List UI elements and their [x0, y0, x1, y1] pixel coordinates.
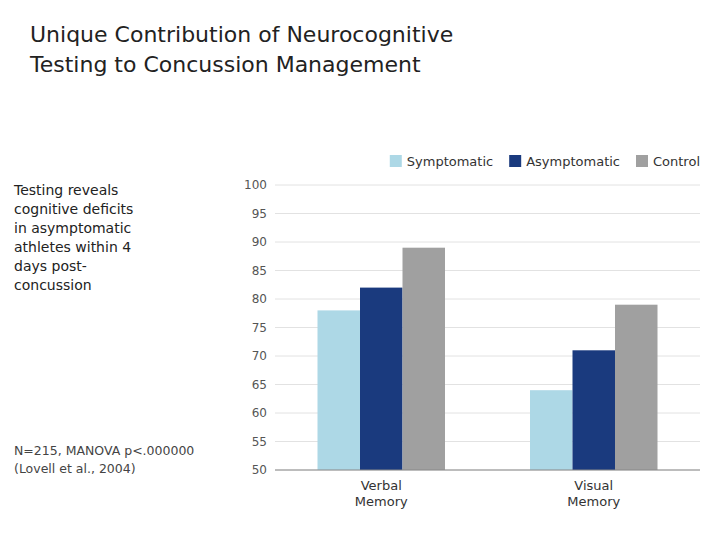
text-line: cognitive deficits: [14, 201, 133, 217]
text-line: concussion: [14, 277, 92, 293]
grid-line: [275, 213, 700, 214]
background: [0, 0, 720, 540]
text-line: Testing reveals: [13, 182, 118, 198]
bar: [573, 350, 616, 470]
y-tick-label: 70: [252, 349, 267, 363]
y-tick-label: 75: [252, 321, 267, 335]
bar: [530, 390, 573, 470]
chart-svg: Unique Contribution of Neurocognitive Tes…: [0, 0, 720, 540]
text-line: (Lovell et al., 2004): [14, 461, 136, 476]
text-line: Memory: [355, 494, 408, 509]
grid-line: [275, 242, 700, 243]
legend-swatch: [509, 155, 521, 167]
y-tick-label: 85: [252, 264, 267, 278]
bar: [615, 305, 658, 470]
legend-label: Symptomatic: [407, 154, 493, 169]
text-line: N=215, MANOVA p<.000000: [14, 443, 194, 458]
grid-line: [275, 470, 700, 471]
y-tick-label: 95: [252, 207, 267, 221]
text-line: Testing to Concussion Management: [29, 52, 421, 77]
text-line: Unique Contribution of Neurocognitive: [30, 22, 453, 47]
text-line: in asymptomatic: [14, 220, 131, 236]
x-axis-line: [275, 470, 700, 471]
bar: [318, 310, 361, 470]
text-line: athletes within 4: [14, 239, 131, 255]
x-tick-label: VisualMemory: [567, 478, 620, 509]
legend: Symptomatic Asymptomatic Control: [390, 154, 700, 169]
y-tick-label: 80: [252, 292, 267, 306]
y-tick-label: 55: [252, 435, 267, 449]
y-tick-label: 65: [252, 378, 267, 392]
grid-line: [275, 299, 700, 300]
text-line: Visual: [574, 478, 613, 493]
title: Unique Contribution of Neurocognitive Tes…: [29, 22, 453, 77]
grid-line: [275, 270, 700, 271]
text-line: Memory: [567, 494, 620, 509]
text-line: Verbal: [361, 478, 402, 493]
annotation: N=215, MANOVA p<.000000 (Lovell et al., 2…: [14, 443, 194, 476]
bars: [318, 248, 658, 470]
y-tick-label: 100: [244, 178, 267, 192]
bar: [403, 248, 446, 470]
bar: [360, 288, 403, 470]
y-tick-label: 60: [252, 406, 267, 420]
legend-swatch: [636, 155, 648, 167]
sidebar-text: Testing reveals cognitive deficits in asym…: [13, 182, 133, 293]
grid-line: [275, 185, 700, 186]
y-tick-label: 90: [252, 235, 267, 249]
text-line: days post-: [14, 258, 87, 274]
legend-label: Control: [653, 154, 700, 169]
legend-swatch: [390, 155, 402, 167]
legend-label: Asymptomatic: [526, 154, 620, 169]
x-tick-label: VerbalMemory: [355, 478, 408, 509]
y-tick-label: 50: [252, 463, 267, 477]
